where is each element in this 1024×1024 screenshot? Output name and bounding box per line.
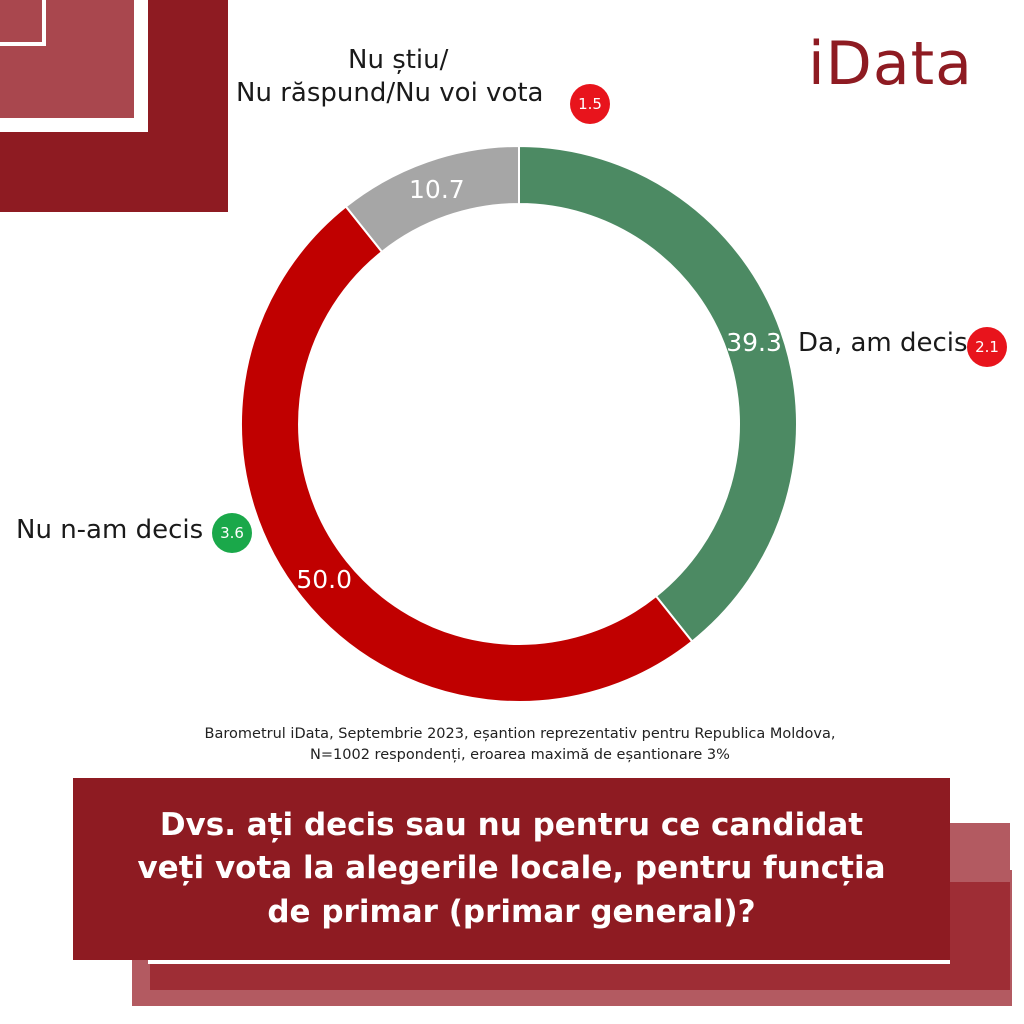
question-text: Dvs. ați decis sau nu pentru ce candidat… xyxy=(137,804,885,934)
question-line1: Dvs. ați decis sau nu pentru ce candidat xyxy=(159,806,864,843)
question-line2: veți vota la alegerile locale, pentru fu… xyxy=(137,850,886,887)
label-dont-know: Nu știu/ Nu răspund/Nu voi vota xyxy=(236,44,543,111)
label-dont-know-line1: Nu știu/ xyxy=(348,45,449,75)
badge-undecided: 3.6 xyxy=(212,513,252,553)
slice-undecided xyxy=(240,205,694,703)
bottom-decoration-side xyxy=(950,882,1010,990)
bottom-decoration-dark xyxy=(150,964,950,990)
slice-dont-know xyxy=(344,144,520,254)
label-undecided: Nu n-am decis xyxy=(16,515,204,545)
corner-decoration-light xyxy=(0,0,134,118)
source-note: Barometrul iData, Septembrie 2023, eșant… xyxy=(100,724,940,766)
source-line1: Barometrul iData, Septembrie 2023, eșant… xyxy=(204,726,836,742)
label-decided: Da, am decis xyxy=(798,328,968,358)
data-label-undecided: 50.0 xyxy=(296,565,352,594)
bottom-decoration-white-gap xyxy=(148,960,950,964)
corner-decoration-inner-frame xyxy=(0,0,46,46)
data-label-decided: 39.3 xyxy=(726,328,782,357)
idata-logo: iData xyxy=(808,29,973,99)
label-dont-know-line2: Nu răspund/Nu voi vota xyxy=(236,78,544,109)
slice-decided xyxy=(518,144,798,643)
source-line2: N=1002 respondenți, eroarea maximă de eș… xyxy=(310,747,730,764)
question-line3: de primar (primar general)? xyxy=(267,893,756,930)
question-box: Dvs. ați decis sau nu pentru ce candidat… xyxy=(73,778,950,960)
bottom-decoration-light-upper xyxy=(948,823,1010,883)
badge-dont-know: 1.5 xyxy=(570,84,610,124)
badge-decided: 2.1 xyxy=(967,327,1007,367)
data-label-dont-know: 10.7 xyxy=(409,175,465,204)
donut-chart: 39.3 50.0 10.7 xyxy=(240,144,798,703)
